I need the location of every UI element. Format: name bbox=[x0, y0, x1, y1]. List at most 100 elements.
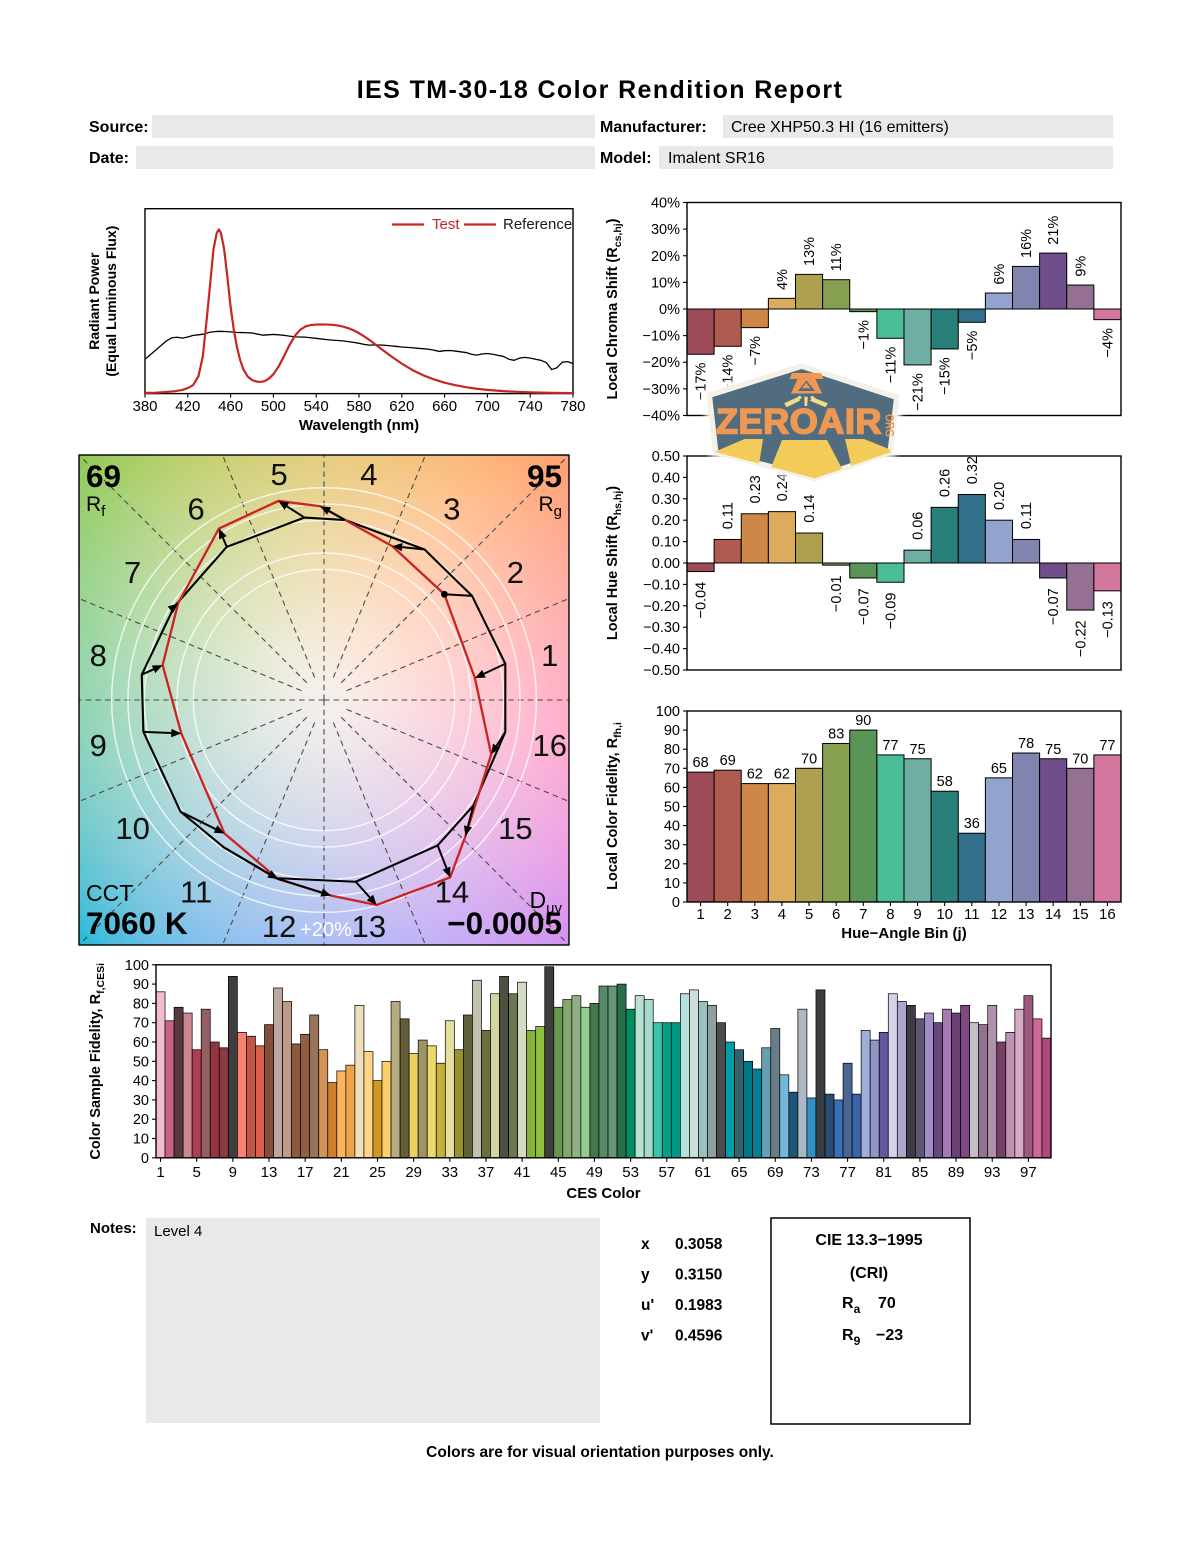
svg-text:50: 50 bbox=[133, 1054, 149, 1070]
svg-text:73: 73 bbox=[803, 1164, 820, 1181]
svg-text:3: 3 bbox=[443, 492, 460, 527]
svg-text:41: 41 bbox=[514, 1164, 531, 1181]
svg-text:Radiant Power: Radiant Power bbox=[86, 252, 102, 350]
svg-text:0.3150: 0.3150 bbox=[675, 1267, 722, 1284]
svg-text:6: 6 bbox=[187, 492, 204, 527]
svg-text:40: 40 bbox=[664, 819, 680, 835]
svg-text:13: 13 bbox=[261, 1164, 278, 1181]
svg-text:0.40: 0.40 bbox=[652, 470, 680, 486]
svg-text:CIE 13.3−1995: CIE 13.3−1995 bbox=[815, 1232, 922, 1249]
svg-text:−10%: −10% bbox=[643, 329, 681, 345]
svg-text:9%: 9% bbox=[1073, 256, 1089, 277]
svg-text:90: 90 bbox=[133, 977, 149, 993]
svg-text:50: 50 bbox=[664, 800, 680, 816]
svg-text:780: 780 bbox=[560, 398, 585, 415]
svg-text:0.4596: 0.4596 bbox=[675, 1328, 723, 1345]
svg-text:77: 77 bbox=[839, 1164, 856, 1181]
svg-text:−0.40: −0.40 bbox=[643, 642, 680, 658]
svg-text:70: 70 bbox=[133, 1016, 149, 1032]
svg-text:0.11: 0.11 bbox=[721, 502, 737, 529]
svg-text:30: 30 bbox=[133, 1093, 149, 1109]
svg-text:0.06: 0.06 bbox=[911, 512, 927, 540]
svg-text:500: 500 bbox=[261, 398, 286, 415]
svg-text:v': v' bbox=[641, 1328, 653, 1345]
svg-text:Rf: Rf bbox=[86, 493, 106, 520]
svg-text:−30%: −30% bbox=[643, 382, 681, 398]
svg-text:3: 3 bbox=[751, 906, 759, 923]
svg-text:13: 13 bbox=[1018, 906, 1035, 923]
svg-text:−0.04: −0.04 bbox=[694, 582, 710, 619]
svg-text:0.20: 0.20 bbox=[652, 513, 680, 529]
svg-text:0.30: 0.30 bbox=[652, 492, 680, 508]
svg-text:16%: 16% bbox=[1019, 229, 1035, 258]
svg-text:−23: −23 bbox=[876, 1327, 903, 1344]
svg-text:80: 80 bbox=[133, 996, 149, 1012]
svg-text:0.1983: 0.1983 bbox=[675, 1297, 723, 1314]
svg-text:70: 70 bbox=[1072, 751, 1088, 767]
svg-text:Cree XHP50.3 HI (16 emitters): Cree XHP50.3 HI (16 emitters) bbox=[731, 119, 949, 136]
svg-text:75: 75 bbox=[1045, 742, 1061, 758]
svg-text:−20%: −20% bbox=[643, 355, 681, 371]
svg-text:17: 17 bbox=[297, 1164, 314, 1181]
svg-text:0.20: 0.20 bbox=[992, 482, 1008, 510]
svg-text:77: 77 bbox=[882, 738, 898, 754]
svg-text:2: 2 bbox=[724, 906, 732, 923]
svg-text:−0.07: −0.07 bbox=[856, 588, 872, 625]
svg-text:1: 1 bbox=[696, 906, 704, 923]
svg-text:65: 65 bbox=[991, 761, 1007, 777]
svg-text:−0.10: −0.10 bbox=[643, 577, 680, 593]
svg-text:−4%: −4% bbox=[1100, 328, 1116, 358]
svg-text:ZEROAIR: ZEROAIR bbox=[716, 403, 882, 442]
svg-text:8: 8 bbox=[886, 906, 894, 923]
svg-text:+20%: +20% bbox=[300, 919, 352, 941]
svg-text:700: 700 bbox=[475, 398, 500, 415]
svg-text:420: 420 bbox=[175, 398, 200, 415]
svg-text:0.50: 0.50 bbox=[652, 449, 680, 465]
svg-text:0.24: 0.24 bbox=[775, 473, 791, 501]
svg-text:Test: Test bbox=[432, 216, 460, 233]
svg-text:62: 62 bbox=[747, 767, 763, 783]
svg-text:660: 660 bbox=[432, 398, 457, 415]
svg-text:0.11: 0.11 bbox=[1019, 502, 1035, 529]
svg-text:13%: 13% bbox=[802, 237, 818, 266]
svg-text:69: 69 bbox=[720, 753, 736, 769]
svg-text:6%: 6% bbox=[992, 264, 1008, 285]
svg-text:11: 11 bbox=[964, 906, 980, 923]
svg-text:80: 80 bbox=[664, 742, 680, 758]
svg-text:0: 0 bbox=[141, 1151, 149, 1167]
svg-text:Hue−Angle Bin (j): Hue−Angle Bin (j) bbox=[841, 925, 966, 942]
svg-text:69: 69 bbox=[767, 1164, 784, 1181]
svg-text:4%: 4% bbox=[775, 269, 791, 290]
svg-text:15: 15 bbox=[498, 811, 532, 846]
svg-text:16: 16 bbox=[533, 728, 567, 763]
svg-text:25: 25 bbox=[369, 1164, 386, 1181]
svg-text:−7%: −7% bbox=[748, 336, 764, 366]
svg-text:29: 29 bbox=[405, 1164, 422, 1181]
svg-text:61: 61 bbox=[695, 1164, 712, 1181]
svg-text:20: 20 bbox=[133, 1112, 149, 1128]
svg-text:30: 30 bbox=[664, 838, 680, 854]
svg-text:1: 1 bbox=[541, 638, 558, 673]
svg-text:620: 620 bbox=[389, 398, 414, 415]
svg-text:11: 11 bbox=[180, 874, 212, 909]
svg-text:62: 62 bbox=[774, 767, 790, 783]
svg-text:7060 K: 7060 K bbox=[86, 905, 188, 941]
svg-text:57: 57 bbox=[658, 1164, 675, 1181]
svg-text:95: 95 bbox=[527, 458, 562, 494]
svg-text:−21%: −21% bbox=[911, 373, 927, 411]
svg-text:2: 2 bbox=[507, 555, 524, 590]
svg-text:65: 65 bbox=[731, 1164, 748, 1181]
svg-text:53: 53 bbox=[622, 1164, 639, 1181]
svg-text:77: 77 bbox=[1099, 738, 1115, 754]
svg-text:21: 21 bbox=[333, 1164, 350, 1181]
svg-text:Date:: Date: bbox=[89, 150, 129, 167]
svg-text:83: 83 bbox=[828, 727, 844, 743]
svg-text:4: 4 bbox=[778, 906, 786, 923]
svg-text:−0.09: −0.09 bbox=[883, 593, 899, 630]
svg-text:5: 5 bbox=[193, 1164, 201, 1181]
svg-text:−1%: −1% bbox=[856, 320, 872, 350]
svg-text:40: 40 bbox=[133, 1074, 149, 1090]
svg-text:−0.30: −0.30 bbox=[643, 620, 680, 636]
svg-text:−0.22: −0.22 bbox=[1073, 620, 1089, 657]
svg-text:90: 90 bbox=[855, 713, 871, 729]
